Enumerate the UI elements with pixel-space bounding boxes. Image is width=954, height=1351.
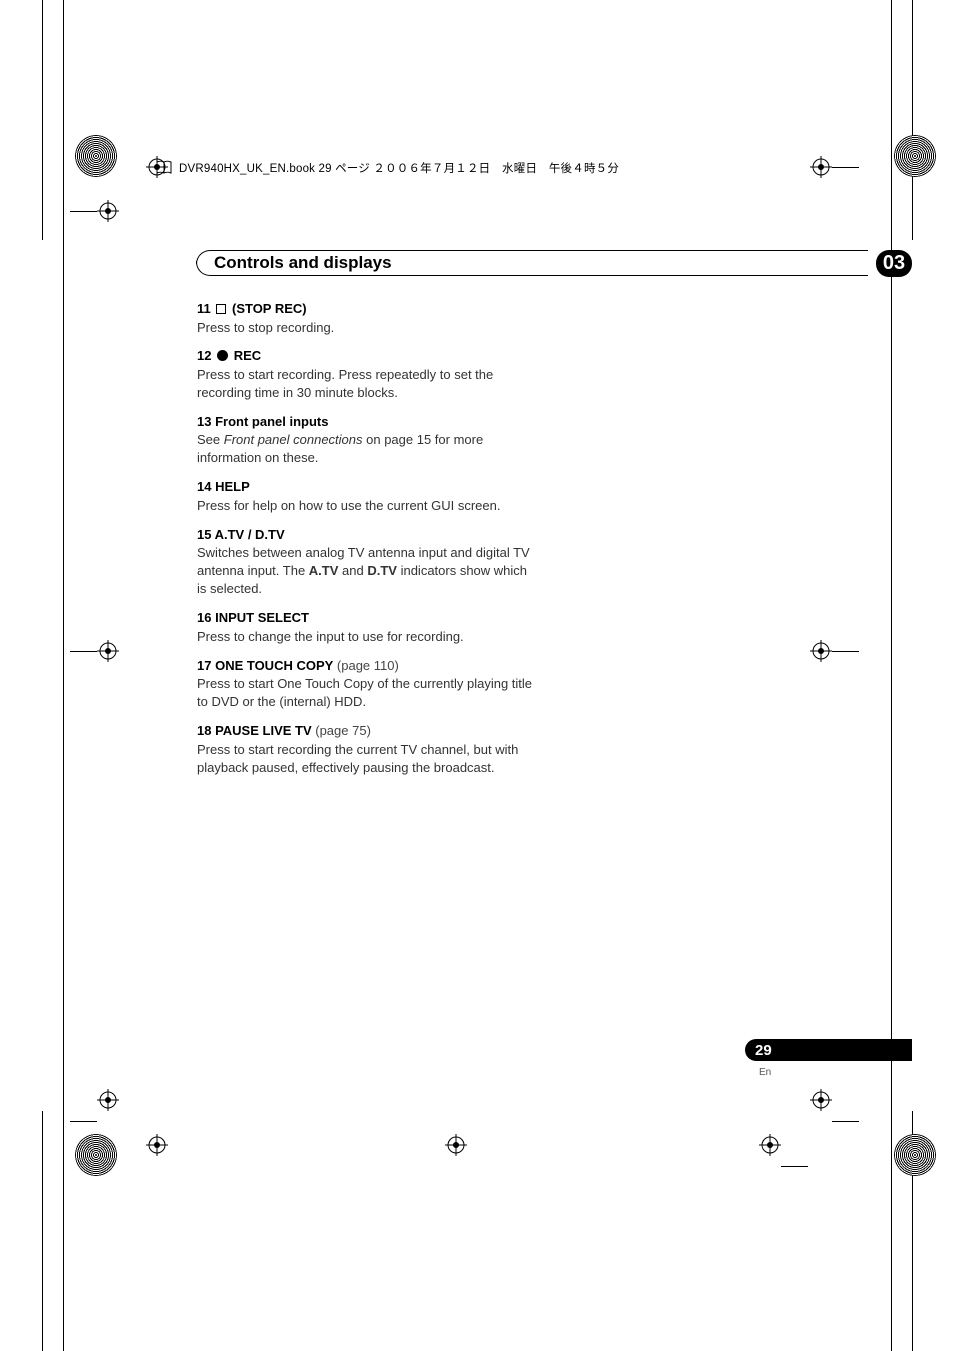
stop-icon — [216, 304, 226, 314]
registration-mark-icon — [97, 1089, 119, 1111]
item-body: See Front panel connections on page 15 f… — [197, 431, 537, 467]
item-number: 13 — [197, 414, 215, 429]
control-item: 16 INPUT SELECT Press to change the input… — [197, 609, 537, 645]
control-item-head: 16 INPUT SELECT — [197, 609, 537, 627]
item-body-text: A.TV — [309, 563, 339, 578]
item-number: 14 — [197, 479, 215, 494]
item-body: Press to start One Touch Copy of the cur… — [197, 675, 537, 711]
record-icon — [217, 350, 228, 361]
item-number: 15 — [197, 527, 215, 542]
item-body-text: Press to start recording the current TV … — [197, 742, 518, 775]
registration-mark-icon — [810, 156, 832, 178]
corner-pattern-icon — [894, 135, 936, 177]
corner-pattern-icon — [894, 1134, 936, 1176]
item-body-text: Press to start recording. Press repeated… — [197, 367, 493, 400]
crop-line — [781, 1166, 808, 1167]
item-title: PAUSE LIVE TV — [215, 723, 312, 738]
item-body: Press for help on how to use the current… — [197, 497, 537, 515]
control-item-head: 18 PAUSE LIVE TV (page 75) — [197, 722, 537, 740]
item-body: Press to start recording the current TV … — [197, 741, 537, 777]
crop-line — [42, 1111, 43, 1351]
item-body-text: D.TV — [367, 563, 397, 578]
item-number: 18 — [197, 723, 215, 738]
corner-pattern-icon — [75, 1134, 117, 1176]
registration-mark-icon — [445, 1134, 467, 1156]
item-body-text: Press to stop recording. — [197, 320, 334, 335]
registration-mark-icon — [810, 640, 832, 662]
item-title: A.TV / D.TV — [215, 527, 285, 542]
chapter-number-badge: 03 — [876, 250, 912, 277]
control-item-head: 12 REC — [197, 347, 537, 365]
registration-mark-icon — [97, 200, 119, 222]
item-body-text: Press for help on how to use the current… — [197, 498, 500, 513]
chapter-title-wrap: Controls and displays — [196, 250, 868, 276]
chapter-header: Controls and displays 03 — [196, 250, 912, 276]
crop-line — [70, 1121, 97, 1122]
item-body: Press to start recording. Press repeated… — [197, 366, 537, 402]
item-title: (STOP REC) — [232, 301, 307, 316]
crop-line — [70, 651, 97, 652]
item-title: HELP — [215, 479, 250, 494]
item-body-text: Press to change the input to use for rec… — [197, 629, 464, 644]
control-item-head: 15 A.TV / D.TV — [197, 526, 537, 544]
crop-line — [832, 1121, 859, 1122]
control-item-head: 11 (STOP REC) — [197, 300, 537, 318]
item-title: INPUT SELECT — [215, 610, 309, 625]
item-body-text: and — [338, 563, 367, 578]
control-item-head: 14 HELP — [197, 478, 537, 496]
item-number: 11 — [197, 301, 214, 316]
control-item: 18 PAUSE LIVE TV (page 75) Press to start… — [197, 722, 537, 776]
control-item: 13 Front panel inputsSee Front panel con… — [197, 413, 537, 467]
item-number: 17 — [197, 658, 215, 673]
control-item: 17 ONE TOUCH COPY (page 110)Press to sta… — [197, 657, 537, 711]
crop-line — [891, 0, 892, 1351]
registration-mark-icon — [97, 640, 119, 662]
item-page-ref: (page 110) — [333, 658, 399, 673]
control-item-head: 13 Front panel inputs — [197, 413, 537, 431]
corner-pattern-icon — [75, 135, 117, 177]
crop-line — [912, 0, 913, 240]
control-item: 14 HELP Press for help on how to use the … — [197, 478, 537, 514]
crop-line — [42, 0, 43, 240]
print-header: DVR940HX_UK_EN.book 29 ページ ２００６年７月１２日 水曜… — [155, 159, 619, 177]
item-body-text: See — [197, 432, 224, 447]
print-header-text: DVR940HX_UK_EN.book 29 ページ ２００６年７月１２日 水曜… — [179, 160, 619, 176]
item-body: Press to stop recording. — [197, 319, 537, 337]
crop-line — [70, 211, 97, 212]
control-item: 12 REC Press to start recording. Press re… — [197, 347, 537, 401]
item-number: 12 — [197, 348, 215, 363]
chapter-number: 03 — [883, 252, 905, 275]
item-page-ref: (page 75) — [312, 723, 371, 738]
item-title: ONE TOUCH COPY — [215, 658, 333, 673]
control-item: 11 (STOP REC) Press to stop recording. — [197, 300, 537, 336]
item-body: Switches between analog TV antenna input… — [197, 544, 537, 598]
item-title: REC — [234, 348, 261, 363]
book-icon — [155, 159, 173, 177]
chapter-title: Controls and displays — [196, 253, 392, 273]
item-body-text: Press to start One Touch Copy of the cur… — [197, 676, 532, 709]
item-number: 16 — [197, 610, 215, 625]
control-item: 15 A.TV / D.TVSwitches between analog TV… — [197, 526, 537, 598]
content-column: 11 (STOP REC) Press to stop recording. 12 … — [197, 300, 537, 788]
page-number-pill: 29 — [745, 1039, 912, 1061]
item-body: Press to change the input to use for rec… — [197, 628, 537, 646]
item-title: Front panel inputs — [215, 414, 328, 429]
control-item-head: 17 ONE TOUCH COPY (page 110) — [197, 657, 537, 675]
registration-mark-icon — [146, 1134, 168, 1156]
crop-line — [832, 167, 859, 168]
page-language: En — [745, 1067, 912, 1078]
registration-mark-icon — [810, 1089, 832, 1111]
crop-line — [63, 0, 64, 1351]
page-number: 29 — [745, 1042, 772, 1059]
crop-line — [832, 651, 859, 652]
registration-mark-icon — [759, 1134, 781, 1156]
item-body-text: Front panel connections — [224, 432, 363, 447]
